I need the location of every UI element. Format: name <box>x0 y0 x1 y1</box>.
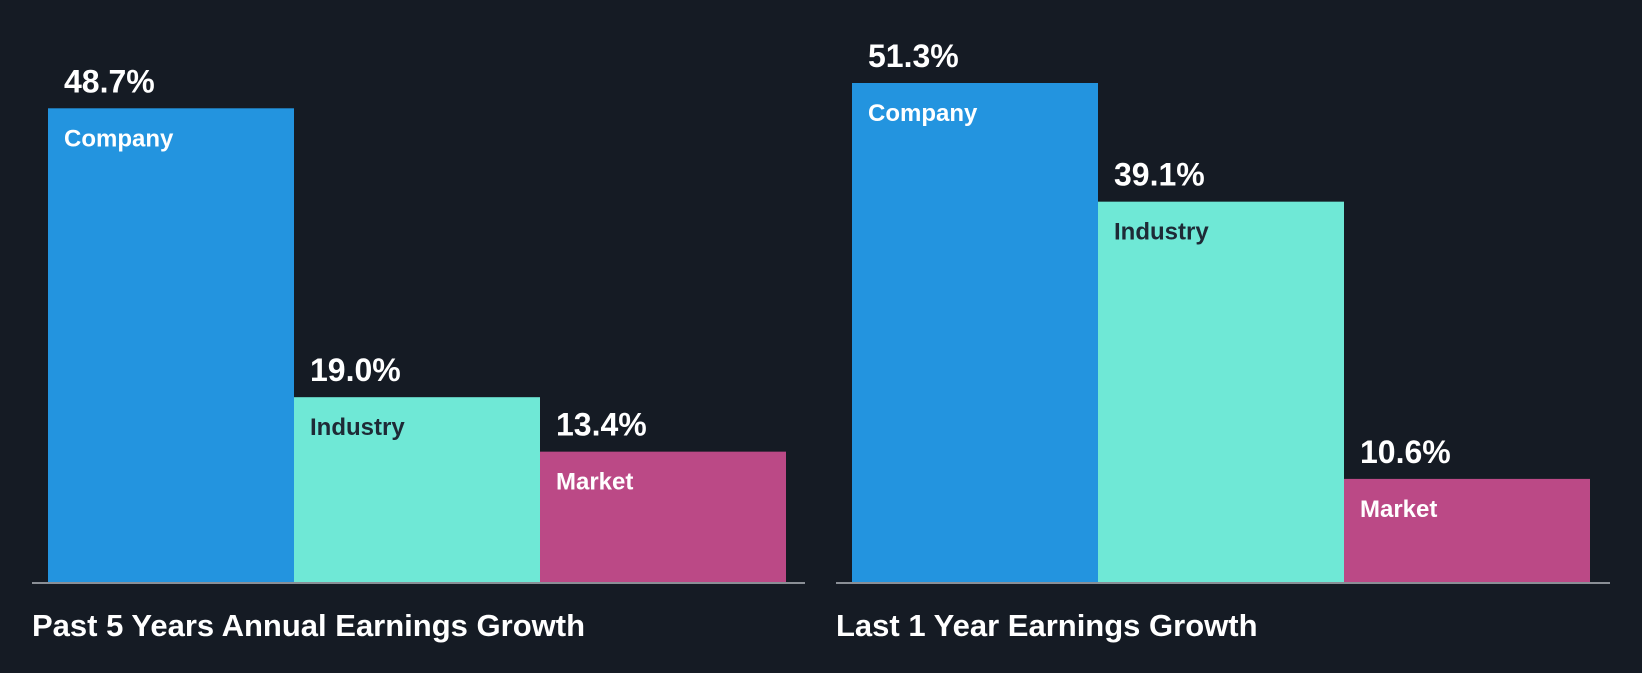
chart1-category-label-market: Market <box>556 469 633 496</box>
chart2-value-label-industry: 39.1% <box>1114 157 1205 193</box>
chart1-bar-company <box>48 108 294 582</box>
chart2-bar-market <box>1344 478 1590 582</box>
chart2-value-label-company: 51.3% <box>868 38 959 74</box>
chart2-category-label-company: Company <box>868 100 978 127</box>
chart2-category-label-industry: Industry <box>1114 219 1209 246</box>
chart2-category-label-market: Market <box>1360 496 1437 523</box>
chart1-category-label-industry: Industry <box>310 414 405 441</box>
chart1-value-label-market: 13.4% <box>556 407 647 443</box>
chart1-bar-market <box>540 451 786 582</box>
chart2-title: Last 1 Year Earnings Growth <box>836 608 1258 643</box>
chart2-bar-company <box>852 83 1098 582</box>
chart1-value-label-company: 48.7% <box>64 63 155 99</box>
chart1-category-label-company: Company <box>64 125 174 152</box>
chart2-value-label-market: 10.6% <box>1360 434 1451 470</box>
chart1-title: Past 5 Years Annual Earnings Growth <box>32 608 585 643</box>
chart1-bar-industry <box>294 397 540 582</box>
chart2-bar-industry <box>1098 201 1344 582</box>
chart1-value-label-industry: 19.0% <box>310 352 401 388</box>
